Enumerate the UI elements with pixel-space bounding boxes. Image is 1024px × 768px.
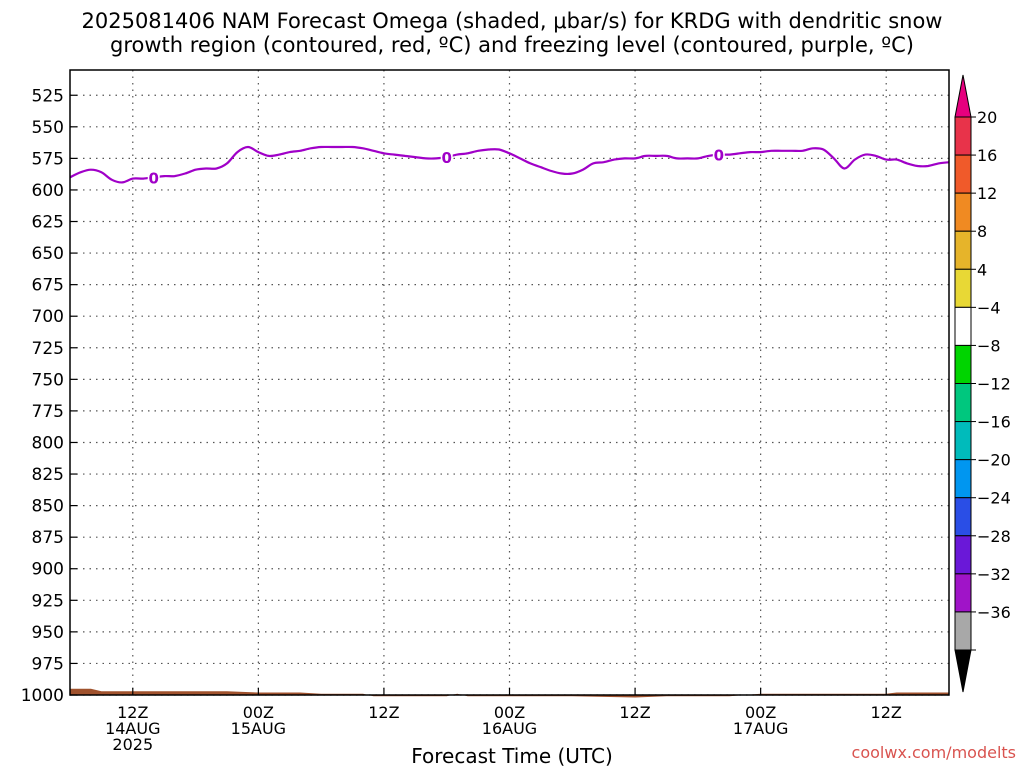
x-tick-label: 16AUG — [482, 719, 537, 738]
freezing-level-series: 0 0 0 — [69, 145, 950, 187]
y-tick-label: 575 — [32, 149, 64, 169]
y-tick-label: 775 — [32, 402, 64, 422]
colorbar-segment — [954, 573, 972, 613]
colorbar-tick-label: −4 — [977, 298, 1001, 317]
y-tick-label: 825 — [32, 465, 64, 485]
y-tick-label: 675 — [32, 276, 64, 296]
y-axis-ticks: 525 550 575 600 625 650 675 700 725 750 775 800 825 8… — [21, 86, 77, 706]
y-tick-label: 750 — [32, 370, 64, 390]
colorbar-segment — [954, 344, 972, 384]
colorbar-segment — [954, 192, 972, 232]
colorbar-top-arrow — [954, 74, 972, 118]
y-tick-label: 550 — [32, 118, 64, 138]
y-tick-label: 850 — [32, 497, 64, 517]
colorbar-segment — [954, 421, 972, 461]
y-tick-label: 875 — [32, 528, 64, 548]
y-tick-label: 725 — [32, 339, 64, 359]
y-tick-label: 950 — [32, 623, 64, 643]
x-tick-label: 2025 — [112, 735, 153, 754]
colorbar-segment — [954, 268, 972, 308]
colorbar-tick-label: 16 — [977, 146, 997, 165]
contour-label: 0 — [714, 147, 724, 165]
colorbar-segment — [954, 459, 972, 499]
grid-lines — [70, 70, 949, 696]
colorbar-tick-label: 8 — [977, 222, 987, 241]
y-tick-label: 650 — [32, 244, 64, 264]
chart-title-line1: 2025081406 NAM Forecast Omega (shaded, μ… — [81, 9, 943, 33]
colorbar-segment — [954, 116, 972, 156]
chart-title-line2: growth region (contoured, red, ºC) and f… — [110, 33, 914, 57]
colorbar-segment — [954, 497, 972, 537]
y-tick-label: 1000 — [21, 686, 64, 706]
colorbar-tick-label: −16 — [977, 413, 1011, 432]
contour-label: 0 — [148, 169, 158, 187]
x-tick-label: 12Z — [368, 703, 399, 722]
colorbar-segment — [954, 154, 972, 194]
y-tick-label: 525 — [32, 86, 64, 106]
x-tick-label: 12Z — [871, 703, 902, 722]
colorbar-segment — [954, 230, 972, 270]
x-tick-label: 15AUG — [231, 719, 286, 738]
colorbar-tick-label: 20 — [977, 108, 997, 127]
colorbar-tick-label: −36 — [977, 603, 1011, 622]
x-tick-label: 14AUG — [105, 719, 160, 738]
colorbar-tick-label: 12 — [977, 184, 997, 203]
x-tick-label: 00Z — [745, 703, 776, 722]
contour-label-bg — [712, 145, 725, 164]
x-tick-label: 12Z — [117, 703, 148, 722]
colorbar-tick-label: −8 — [977, 336, 1001, 355]
colorbar-tick-label: −12 — [977, 375, 1011, 394]
watermark: coolwx.com/modelts — [851, 743, 1016, 762]
x-tick-label: 17AUG — [733, 719, 788, 738]
y-tick-label: 625 — [32, 213, 64, 233]
colorbar-segment — [954, 383, 972, 423]
colorbar-tick-label: −28 — [977, 527, 1011, 546]
y-tick-label: 900 — [32, 560, 64, 580]
y-tick-label: 975 — [32, 654, 64, 674]
x-tick-label: 00Z — [243, 703, 274, 722]
x-axis-label: Forecast Time (UTC) — [411, 744, 613, 768]
colorbar-tick-label: −20 — [977, 451, 1011, 470]
y-tick-label: 925 — [32, 591, 64, 611]
y-tick-label: 800 — [32, 433, 64, 453]
colorbar-segment — [954, 306, 972, 346]
colorbar-tick-label: 4 — [977, 260, 987, 279]
colorbar-tick-label: −32 — [977, 565, 1011, 584]
contour-label: 0 — [441, 149, 451, 167]
contour-label-bg — [147, 168, 160, 187]
omega-colorbar: 20 16 12 8 4 −4 −8 −12 −16 −20 −24 −28 −32 −36 — [954, 74, 1011, 693]
y-tick-label: 700 — [32, 307, 64, 327]
x-tick-label: 00Z — [494, 703, 525, 722]
x-tick-label: 12Z — [619, 703, 650, 722]
freezing-level-line — [69, 145, 950, 184]
contour-label-bg — [440, 148, 453, 167]
y-tick-label: 600 — [32, 181, 64, 201]
colorbar-segment — [954, 535, 972, 575]
colorbar-segment — [954, 611, 972, 651]
colorbar-tick-label: −24 — [977, 489, 1011, 508]
colorbar-bottom-arrow — [954, 649, 972, 693]
